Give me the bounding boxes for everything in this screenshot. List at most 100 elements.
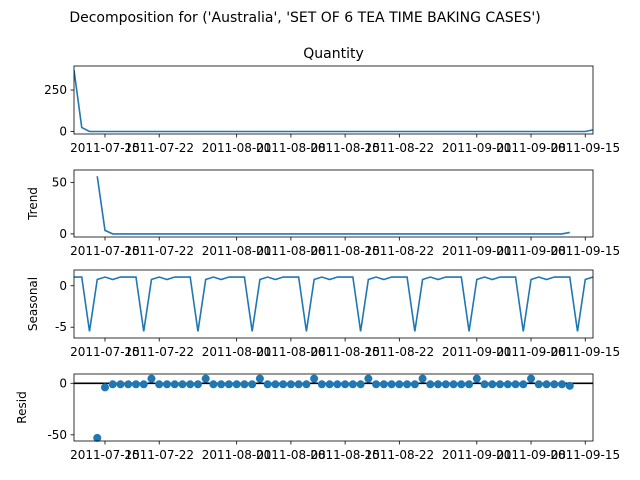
resid-point	[170, 380, 179, 389]
resid-point	[294, 380, 303, 389]
resid-point	[209, 380, 218, 389]
x-tick-label: 2011-08-08	[256, 448, 326, 462]
resid-point	[496, 380, 505, 389]
resid-point	[348, 380, 357, 389]
x-tick-label: 2011-08-22	[364, 448, 434, 462]
resid-point	[418, 374, 427, 383]
resid-point	[333, 380, 342, 389]
y-tick-label: -50	[47, 428, 67, 442]
resid-point	[325, 380, 334, 389]
y-tick-label: 50	[52, 175, 67, 189]
x-tick-label: 2011-07-15	[70, 141, 140, 155]
resid-point	[542, 380, 551, 389]
y-tick-label: -5	[55, 320, 67, 334]
resid-point	[162, 380, 171, 389]
x-tick-label: 2011-09-01	[442, 141, 512, 155]
resid-point	[248, 380, 257, 389]
resid-point	[519, 380, 528, 389]
resid-point	[232, 380, 241, 389]
x-tick-label: 2011-08-22	[364, 345, 434, 359]
series-line	[74, 276, 593, 332]
resid-point	[155, 380, 164, 389]
x-tick-label: 2011-09-08	[496, 141, 566, 155]
x-tick-label: 2011-08-22	[364, 141, 434, 155]
x-tick-label: 2011-08-15	[310, 244, 380, 258]
resid-point	[302, 380, 311, 389]
axes-frame	[73, 373, 594, 442]
x-tick-label: 2011-07-22	[124, 141, 194, 155]
y-tick-label: 0	[59, 227, 67, 241]
resid-point	[341, 380, 350, 389]
x-tick-label: 2011-09-15	[550, 141, 620, 155]
resid-point	[263, 380, 272, 389]
x-tick-label: 2011-09-01	[442, 244, 512, 258]
resid-point	[201, 374, 210, 383]
resid-point	[356, 380, 365, 389]
x-tick-label: 2011-09-01	[442, 345, 512, 359]
resid-points	[93, 374, 574, 442]
resid-point	[441, 380, 450, 389]
resid-point	[255, 374, 264, 383]
axes-frame	[73, 269, 594, 339]
resid-point	[434, 380, 443, 389]
resid-point	[558, 380, 567, 389]
resid-point	[550, 380, 559, 389]
resid-point	[395, 380, 404, 389]
y-axis-label: Seasonal	[26, 277, 40, 331]
resid-point	[465, 380, 474, 389]
x-tick-label: 2011-08-08	[256, 244, 326, 258]
x-tick-label: 2011-08-08	[256, 141, 326, 155]
resid-point	[178, 380, 187, 389]
resid-point	[286, 380, 295, 389]
resid-point	[457, 380, 466, 389]
x-tick-label: 2011-07-22	[124, 345, 194, 359]
resid-point	[449, 380, 458, 389]
resid-point	[139, 380, 148, 389]
y-tick-label: 0	[59, 125, 67, 139]
axes-frame	[73, 65, 594, 135]
resid-point	[480, 380, 489, 389]
resid-point	[147, 374, 156, 383]
resid-point	[186, 380, 195, 389]
resid-point	[511, 380, 520, 389]
x-tick-label: 2011-08-22	[364, 244, 434, 258]
resid-point	[193, 380, 202, 389]
y-tick-label: 0	[59, 279, 67, 293]
resid-point	[224, 380, 233, 389]
x-tick-label: 2011-07-15	[70, 448, 140, 462]
y-axis-label: Resid	[15, 391, 29, 423]
x-tick-label: 2011-08-15	[310, 448, 380, 462]
x-tick-label: 2011-08-15	[310, 141, 380, 155]
resid-point	[403, 380, 412, 389]
resid-point	[310, 374, 319, 383]
x-tick-label: 2011-07-22	[124, 244, 194, 258]
resid-point	[527, 374, 536, 383]
resid-point	[217, 380, 226, 389]
x-tick-label: 2011-07-15	[70, 345, 140, 359]
resid-point	[279, 380, 288, 389]
resid-point	[534, 380, 543, 389]
y-tick-label: 250	[44, 83, 67, 97]
x-tick-label: 2011-08-01	[202, 141, 272, 155]
x-tick-label: 2011-09-15	[550, 448, 620, 462]
x-tick-label: 2011-08-01	[202, 244, 272, 258]
x-tick-label: 2011-09-01	[442, 448, 512, 462]
resid-point	[488, 380, 497, 389]
resid-point	[372, 380, 381, 389]
resid-point	[426, 380, 435, 389]
series-line	[96, 176, 570, 235]
panel-title: Quantity	[303, 46, 364, 62]
resid-point	[503, 380, 512, 389]
resid-point	[379, 380, 388, 389]
axes-frame	[73, 169, 594, 238]
x-tick-label: 2011-08-01	[202, 448, 272, 462]
x-tick-label: 2011-09-08	[496, 345, 566, 359]
resid-point	[131, 380, 140, 389]
resid-point	[100, 383, 109, 392]
x-tick-label: 2011-09-15	[550, 345, 620, 359]
